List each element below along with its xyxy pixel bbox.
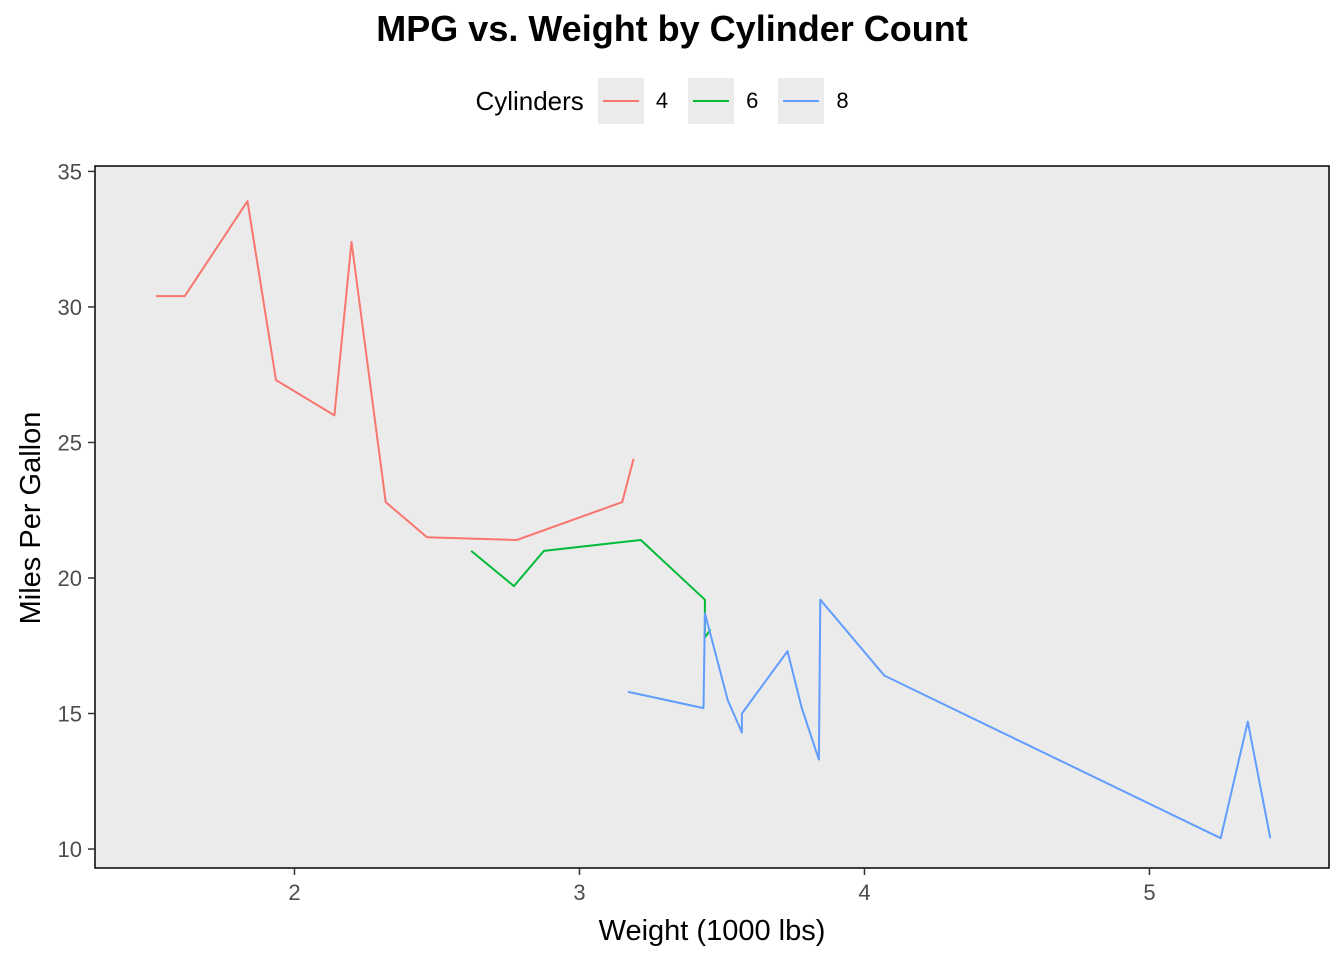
legend-item-6: 6 xyxy=(688,78,758,124)
y-tick-label: 35 xyxy=(58,159,82,184)
legend-key-8 xyxy=(778,78,825,124)
y-tick-label: 30 xyxy=(58,295,82,320)
plot-panel xyxy=(94,165,1330,869)
y-tick-label: 20 xyxy=(58,566,82,591)
legend-key-4 xyxy=(597,78,644,124)
series-line-4 xyxy=(155,200,635,541)
legend-item-8: 8 xyxy=(778,78,849,124)
x-axis-title: Weight (1000 lbs) xyxy=(599,915,826,947)
legend-item-4: 4 xyxy=(597,78,669,124)
legend-label-8: 8 xyxy=(836,88,849,113)
series-layer xyxy=(155,200,1272,840)
y-tick-label: 10 xyxy=(58,837,82,862)
x-tick-label: 5 xyxy=(1143,880,1155,905)
legend-label-6: 6 xyxy=(746,88,759,113)
x-tick-label: 4 xyxy=(858,880,870,905)
y-tick-label: 15 xyxy=(58,702,82,727)
chart-title: MPG vs. Weight by Cylinder Count xyxy=(376,8,968,49)
legend-key-6 xyxy=(688,78,735,124)
x-tick-label: 2 xyxy=(288,880,300,905)
y-axis-title: Miles Per Gallon xyxy=(15,412,47,625)
legend-title: Cylinders xyxy=(475,85,584,116)
legend: Cylinders 4 6 8 xyxy=(0,78,1344,124)
legend-label-4: 4 xyxy=(655,88,669,113)
x-tick-label: 3 xyxy=(573,880,585,905)
ticks-layer: 2 3 4 5 10 15 20 25 30 35 xyxy=(58,159,1156,905)
y-tick-label: 25 xyxy=(58,430,82,455)
series-line-8 xyxy=(627,598,1272,840)
